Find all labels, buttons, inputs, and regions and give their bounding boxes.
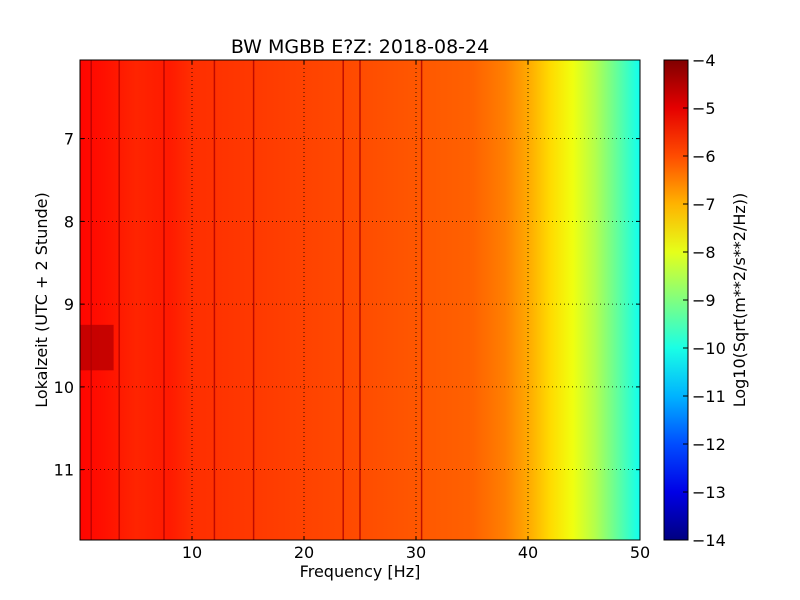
colorbar-tick-label: −14 xyxy=(692,531,726,550)
x-tick-label: 40 xyxy=(518,543,538,562)
x-tick-label: 30 xyxy=(406,543,426,562)
colorbar-tick-label: −9 xyxy=(692,291,716,310)
colorbar-label: Log10(Sqrt(m**2/s**2/Hz)) xyxy=(730,193,749,408)
colorbar: −4 −5 −6 −7 −8 −9 −10 −11 −12 −13 −14 xyxy=(663,51,726,550)
x-tick-label: 50 xyxy=(630,543,650,562)
plot-frame xyxy=(79,59,641,541)
x-axis-label: Frequency [Hz] xyxy=(300,562,421,581)
spectrogram-dark-patch xyxy=(80,324,114,371)
plot-area xyxy=(80,60,640,540)
chart-title: BW MGBB E?Z: 2018-08-24 xyxy=(231,36,489,58)
colorbar-tick-label: −10 xyxy=(692,339,726,358)
colorbar-tick-label: −13 xyxy=(692,483,726,502)
x-tick-label: 10 xyxy=(182,543,202,562)
y-tick-label: 9 xyxy=(64,295,74,314)
colorbar-tick-label: −8 xyxy=(692,243,716,262)
grid-lines xyxy=(80,60,640,540)
colorbar-tick-label: −5 xyxy=(692,99,716,118)
colorbar-tick-label: −4 xyxy=(692,51,716,70)
y-tick-label: 11 xyxy=(54,461,74,480)
colorbar-tick-label: −12 xyxy=(692,435,726,454)
y-tick-label: 7 xyxy=(64,130,74,149)
x-axis: 10 20 30 40 50 xyxy=(182,60,650,562)
y-axis: 7 8 9 10 11 xyxy=(54,130,640,480)
y-axis-label: Lokalzeit (UTC + 2 Stunde) xyxy=(32,192,51,407)
x-tick-label: 20 xyxy=(294,543,314,562)
y-tick-label: 10 xyxy=(54,378,74,397)
y-tick-label: 8 xyxy=(64,212,74,231)
colorbar-tick-label: −6 xyxy=(692,147,716,166)
colorbar-tick-label: −11 xyxy=(692,387,726,406)
colorbar-tick-label: −7 xyxy=(692,195,716,214)
